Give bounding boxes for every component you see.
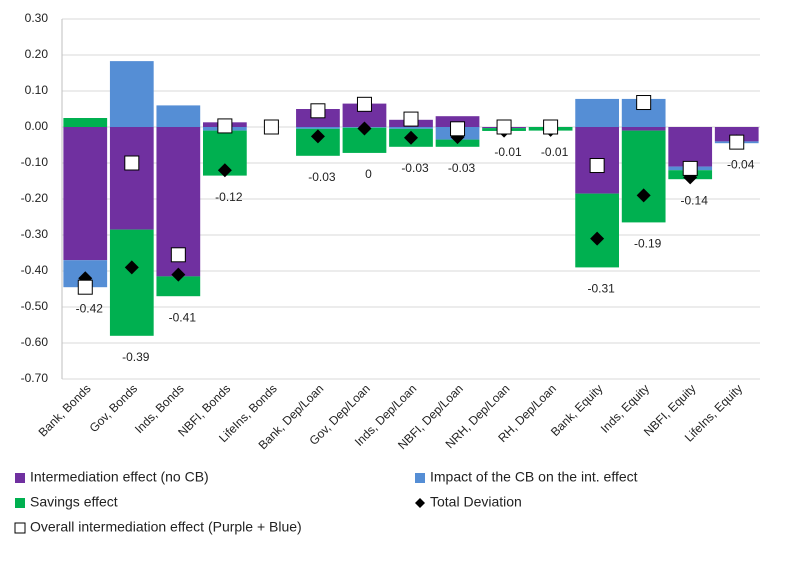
- bar: [156, 276, 201, 297]
- legend: Intermediation effect (no CB) Impact of t…: [14, 469, 638, 535]
- legend-swatch: [15, 498, 25, 508]
- bar: [575, 193, 620, 268]
- data-label: 0: [365, 167, 372, 181]
- data-label: -0.42: [76, 301, 104, 315]
- bar: [109, 229, 154, 336]
- legend-swatch: [14, 522, 26, 534]
- y-tick-label: -0.40: [21, 263, 49, 277]
- data-label: -0.31: [587, 282, 615, 296]
- data-label: -0.03: [401, 161, 429, 175]
- legend-label: Intermediation effect (no CB): [30, 469, 209, 485]
- square-marker: [356, 96, 372, 112]
- bar: [575, 98, 620, 127]
- data-label: -0.19: [634, 237, 662, 251]
- data-label: -0.12: [215, 190, 243, 204]
- data-label: -0.14: [681, 193, 709, 207]
- y-tick-label: 0.20: [25, 47, 49, 61]
- legend-label: Impact of the CB on the int. effect: [430, 469, 638, 485]
- y-tick-label: -0.50: [21, 299, 49, 313]
- bar: [63, 127, 108, 261]
- y-tick-label: -0.70: [21, 371, 49, 385]
- legend-swatch: [415, 473, 425, 483]
- legend-label: Savings effect: [30, 494, 118, 510]
- data-label: -0.04: [727, 157, 755, 171]
- bar: [109, 127, 154, 230]
- square-marker: [310, 103, 326, 119]
- data-label: -0.39: [122, 350, 150, 364]
- diamond-marker: [636, 188, 651, 203]
- bar: [714, 127, 759, 142]
- square-marker: [170, 247, 186, 263]
- data-label: -0.01: [541, 145, 569, 159]
- diamond-marker: [217, 163, 232, 178]
- diamond-marker: [171, 267, 186, 282]
- bar: [621, 130, 666, 223]
- diamond-marker: [124, 260, 139, 275]
- bar: [668, 127, 713, 167]
- square-marker: [217, 118, 233, 134]
- y-tick-label: -0.30: [21, 227, 49, 241]
- square-marker: [124, 155, 140, 171]
- legend-label: Total Deviation: [430, 494, 522, 510]
- bar: [156, 105, 201, 127]
- square-marker: [543, 119, 559, 135]
- y-tick-label: -0.20: [21, 191, 49, 205]
- diamond-marker: [310, 129, 325, 144]
- bar: [342, 103, 387, 127]
- diamond-marker: [404, 130, 418, 145]
- y-tick-label: 0.00: [25, 119, 49, 133]
- data-label: -0.03: [448, 161, 476, 175]
- legend-swatch: [415, 498, 425, 508]
- square-marker: [263, 119, 279, 135]
- y-tick-label: 0.10: [25, 83, 49, 97]
- square-marker: [450, 121, 466, 137]
- diamond-marker: [357, 121, 372, 136]
- square-marker: [589, 158, 605, 174]
- legend-swatch: [15, 473, 25, 483]
- bar: [621, 127, 666, 131]
- diamond-marker: [590, 231, 605, 246]
- square-marker: [682, 160, 698, 176]
- square-marker: [496, 119, 512, 135]
- square-marker: [729, 134, 745, 150]
- bar: [63, 118, 108, 127]
- data-label: -0.41: [169, 310, 197, 324]
- data-label: -0.03: [308, 170, 336, 184]
- y-tick-label: -0.10: [21, 155, 49, 169]
- bar: [296, 127, 340, 129]
- square-marker: [403, 111, 419, 127]
- x-tick-label: Bank, Bonds: [36, 381, 94, 439]
- bar: [389, 127, 433, 129]
- legend-label: Overall intermediation effect (Purple + …: [30, 519, 302, 535]
- y-tick-label: 0.30: [25, 11, 49, 25]
- bar: [109, 61, 154, 128]
- square-marker: [636, 95, 652, 111]
- y-tick-label: -0.60: [21, 335, 49, 349]
- square-marker: [77, 279, 93, 295]
- data-label: -0.01: [494, 145, 522, 159]
